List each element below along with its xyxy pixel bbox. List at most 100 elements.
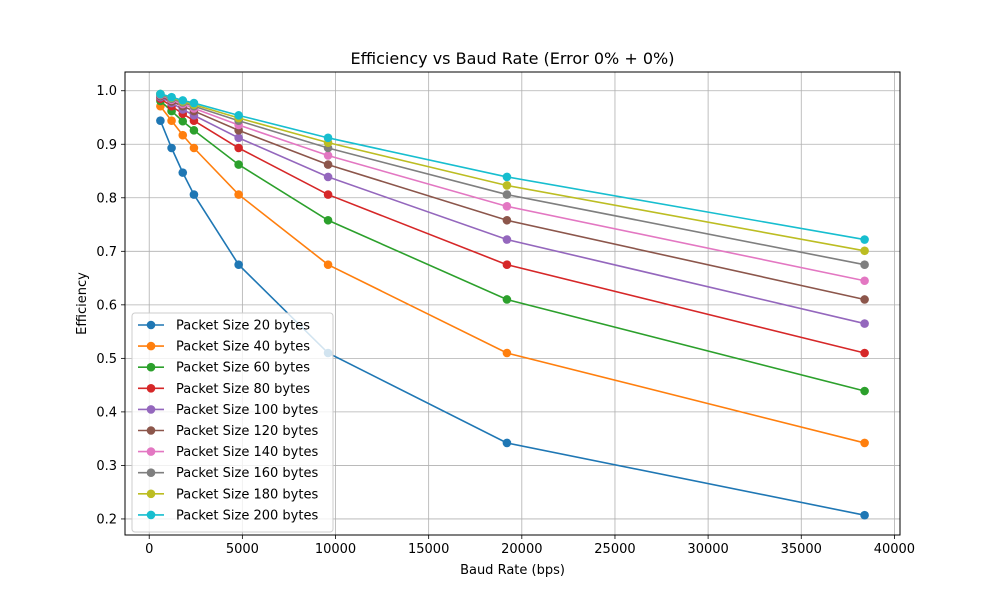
data-point xyxy=(860,260,869,269)
data-point xyxy=(323,133,333,143)
y-tick-label: 0.8 xyxy=(96,191,117,206)
data-point xyxy=(502,235,512,244)
data-point xyxy=(860,319,869,328)
data-point xyxy=(178,168,188,177)
data-point xyxy=(178,96,188,105)
data-point xyxy=(323,260,333,269)
legend-marker xyxy=(146,384,156,393)
data-point xyxy=(502,260,512,269)
series-line xyxy=(160,93,865,266)
data-point xyxy=(234,111,243,120)
legend-label: Packet Size 120 bytes xyxy=(176,424,318,439)
legend-item: Packet Size 100 bytes xyxy=(138,403,318,418)
y-tick-label: 0.2 xyxy=(96,512,117,527)
legend-box xyxy=(131,312,334,533)
data-point xyxy=(502,438,512,448)
legend-item: Packet Size 180 bytes xyxy=(138,487,318,502)
legend-label: Packet Size 80 bytes xyxy=(176,382,310,397)
legend-marker xyxy=(146,426,156,435)
data-point xyxy=(860,276,869,286)
data-point xyxy=(189,126,199,135)
x-axis-label: Baud Rate (bps) xyxy=(460,563,565,578)
data-point xyxy=(502,181,512,190)
data-point xyxy=(189,98,199,108)
legend-item: Packet Size 140 bytes xyxy=(138,445,318,460)
series-group xyxy=(156,89,869,520)
data-point xyxy=(860,348,869,358)
legend: Packet Size 20 bytes Packet Size 40 bytes… xyxy=(131,312,334,533)
legend-marker xyxy=(146,510,156,520)
data-point xyxy=(167,143,176,153)
x-tick-label: 30000 xyxy=(687,542,728,557)
data-point xyxy=(189,190,199,199)
legend-marker xyxy=(146,468,156,478)
data-point xyxy=(860,438,869,448)
chart-title: Efficiency vs Baud Rate (Error 0% + 0%) xyxy=(351,49,675,68)
x-tick-label: 5000 xyxy=(226,542,259,557)
data-point xyxy=(323,160,333,169)
legend-item: Packet Size 200 bytes xyxy=(138,508,318,523)
x-tick-label: 10000 xyxy=(315,542,356,557)
legend-label: Packet Size 60 bytes xyxy=(176,361,310,376)
data-point xyxy=(323,215,333,225)
legend-item: Packet Size 160 bytes xyxy=(138,466,318,481)
series-2 xyxy=(156,101,869,448)
data-point xyxy=(860,235,869,244)
series-line xyxy=(160,93,865,252)
data-point xyxy=(323,172,333,182)
data-point xyxy=(234,133,243,143)
y-tick-label: 0.5 xyxy=(96,352,117,367)
y-axis-label: Efficiency xyxy=(75,272,90,335)
data-point xyxy=(178,130,188,140)
legend-marker xyxy=(146,320,156,330)
y-tick-label: 0.4 xyxy=(96,405,117,420)
data-point xyxy=(167,116,176,126)
series-line xyxy=(160,93,865,241)
legend-label: Packet Size 180 bytes xyxy=(176,487,318,502)
data-point xyxy=(502,202,512,211)
data-point xyxy=(178,116,188,126)
data-point xyxy=(502,172,512,182)
legend-marker xyxy=(146,447,156,456)
x-tick-label: 0 xyxy=(145,542,153,557)
legend-marker xyxy=(146,489,156,499)
legend-marker xyxy=(146,362,156,372)
legend-label: Packet Size 160 bytes xyxy=(176,466,318,481)
x-tick-label: 40000 xyxy=(874,542,915,557)
legend-label: Packet Size 40 bytes xyxy=(176,340,310,355)
data-point xyxy=(860,246,869,256)
data-point xyxy=(234,143,243,153)
x-tick-label: 20000 xyxy=(501,542,542,557)
data-point xyxy=(156,89,165,99)
series-7 xyxy=(156,90,869,286)
y-tick-label: 0.9 xyxy=(96,138,117,153)
legend-label: Packet Size 100 bytes xyxy=(176,403,318,418)
data-point xyxy=(502,295,512,304)
y-tick-label: 0.3 xyxy=(96,459,117,474)
series-9 xyxy=(156,89,869,256)
data-point xyxy=(323,151,333,160)
data-point xyxy=(234,160,243,169)
data-point xyxy=(502,215,512,225)
legend-item: Packet Size 40 bytes xyxy=(138,340,310,355)
data-point xyxy=(502,348,512,358)
legend-marker xyxy=(146,405,156,414)
series-line xyxy=(160,96,865,325)
legend-label: Packet Size 200 bytes xyxy=(176,508,318,523)
data-point xyxy=(234,260,243,269)
legend-item: Packet Size 120 bytes xyxy=(138,424,318,439)
data-point xyxy=(860,386,869,396)
data-point xyxy=(156,116,165,126)
data-point xyxy=(323,190,333,199)
legend-label: Packet Size 20 bytes xyxy=(176,319,310,334)
axes-frame xyxy=(124,71,901,536)
x-tick-label: 35000 xyxy=(781,542,822,557)
series-10 xyxy=(156,89,869,244)
series-line xyxy=(159,120,865,516)
y-tick-label: 1.0 xyxy=(96,84,117,99)
data-point xyxy=(167,92,176,102)
legend-item: Packet Size 20 bytes xyxy=(138,319,310,334)
x-tick-label: 25000 xyxy=(594,542,635,557)
data-point xyxy=(502,190,512,199)
